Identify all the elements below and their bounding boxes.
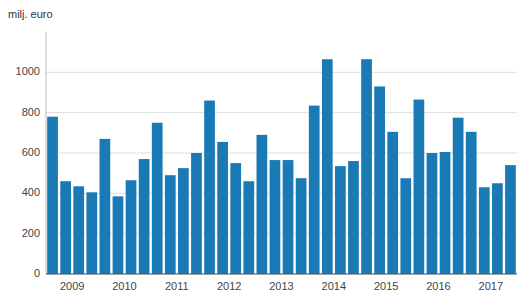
y-tick-label: 0 xyxy=(34,267,40,279)
bar xyxy=(400,178,411,274)
bar xyxy=(348,161,359,274)
bar xyxy=(296,178,307,274)
bar xyxy=(204,101,215,274)
y-tick-label: 1000 xyxy=(16,65,40,77)
bar xyxy=(414,100,425,274)
bars xyxy=(47,59,516,274)
bar xyxy=(492,183,503,274)
bar xyxy=(335,166,346,274)
x-tick-label: 2015 xyxy=(374,280,398,292)
bar xyxy=(243,181,254,274)
page: {"chart_data": {"type": "bar", "y_label"… xyxy=(0,0,529,302)
bar xyxy=(427,153,438,274)
y-axis-label: milj. euro xyxy=(8,8,53,20)
y-tick-label: 200 xyxy=(22,227,40,239)
bar xyxy=(270,160,281,274)
bar xyxy=(165,175,176,274)
bar xyxy=(505,165,516,274)
bar xyxy=(126,180,137,274)
x-tick-label: 2017 xyxy=(479,280,503,292)
bar xyxy=(73,186,84,274)
bar xyxy=(100,139,111,274)
bar xyxy=(374,86,385,274)
x-axis-line xyxy=(46,274,517,275)
x-tick-label: 2010 xyxy=(112,280,136,292)
bar xyxy=(283,160,294,274)
bar xyxy=(152,123,163,274)
bar xyxy=(257,135,268,274)
bar xyxy=(309,106,320,274)
x-tick-label: 2012 xyxy=(217,280,241,292)
bar xyxy=(60,181,71,274)
grid-line xyxy=(46,274,517,275)
grid-line xyxy=(46,112,517,113)
grid-line xyxy=(46,72,517,73)
y-tick-label: 400 xyxy=(22,186,40,198)
chart: 0 200 400 600 800 1000 2009 2010 2011 2012 2013 201… xyxy=(0,0,529,302)
bar xyxy=(322,59,333,274)
bar xyxy=(47,117,58,274)
bar xyxy=(361,59,372,274)
bar xyxy=(440,152,451,274)
bar xyxy=(466,132,477,274)
bar xyxy=(113,196,124,274)
bar xyxy=(86,192,97,274)
bar xyxy=(453,118,464,274)
bar xyxy=(191,153,202,274)
y-tick-label: 800 xyxy=(22,106,40,118)
grid xyxy=(46,72,517,274)
x-tick-label: 2011 xyxy=(165,280,189,292)
y-tick-label: 600 xyxy=(22,146,40,158)
bar xyxy=(139,159,150,274)
y-axis-line xyxy=(46,32,47,274)
bar xyxy=(217,142,228,274)
x-tick-label: 2009 xyxy=(60,280,84,292)
x-tick-label: 2014 xyxy=(322,280,346,292)
x-tick-label: 2016 xyxy=(426,280,450,292)
bar xyxy=(178,168,189,274)
x-tick-label: 2013 xyxy=(269,280,293,292)
bar xyxy=(479,187,490,274)
bar xyxy=(387,132,398,274)
bar xyxy=(230,163,241,274)
